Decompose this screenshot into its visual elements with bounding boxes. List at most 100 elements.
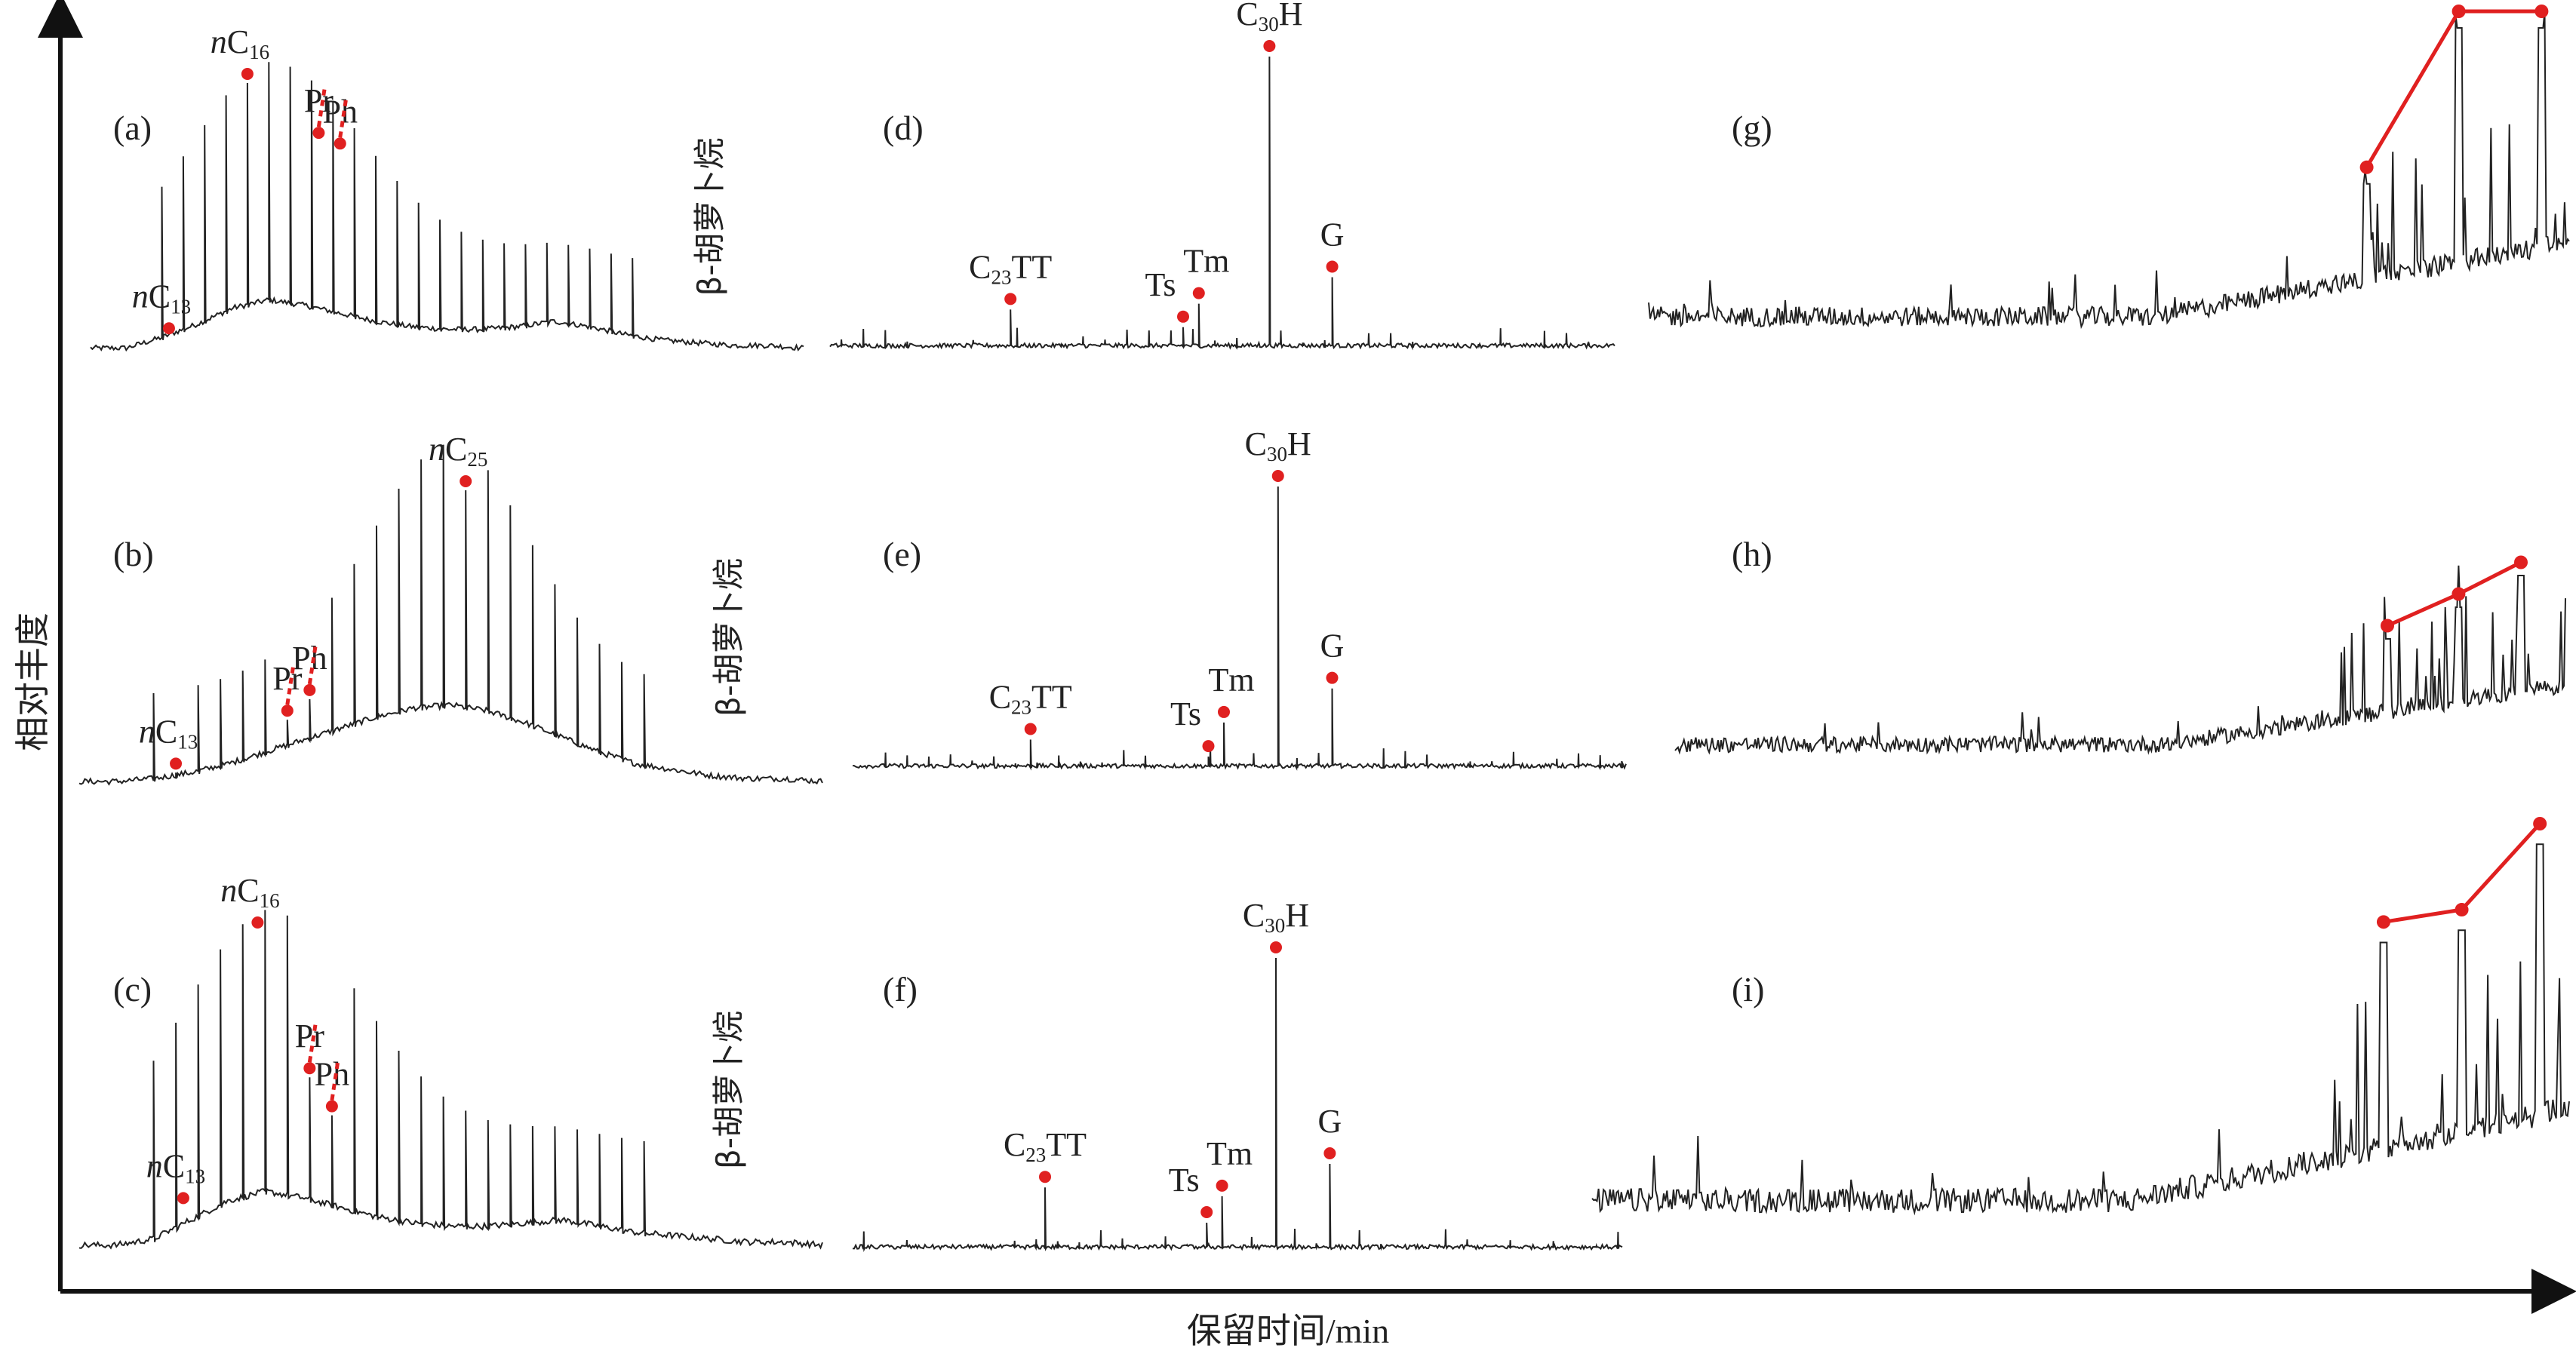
chromatogram-trace [829, 56, 1615, 351]
peak-label: Pr [272, 660, 302, 697]
peak-marker [303, 1062, 316, 1075]
peak-label: G [1320, 216, 1345, 253]
peak-label: C30H [1236, 0, 1302, 35]
peak-label: Ph [315, 1056, 349, 1093]
peak-marker [1039, 1171, 1051, 1183]
peak-marker [460, 475, 472, 487]
peak-label: nC16 [220, 872, 279, 912]
peak-connector [316, 87, 327, 127]
trend-marker [2533, 817, 2547, 830]
peak-label: Pr [304, 82, 334, 119]
panel-i: (i) [1591, 817, 2570, 1216]
peak-marker [1216, 1179, 1228, 1192]
trend-marker [2455, 903, 2469, 917]
peak-marker [1192, 287, 1205, 299]
peak-marker [1177, 310, 1189, 323]
peak-label: C30H [1245, 425, 1311, 465]
chromatogram-trace [78, 910, 823, 1250]
peak-label: nC16 [211, 23, 269, 63]
peak-label: nC13 [139, 713, 198, 753]
panel-label: (e) [883, 535, 921, 573]
peak-label: G [1318, 1103, 1342, 1140]
peak-connector [338, 97, 349, 138]
panel-label: (b) [113, 535, 154, 573]
peak-marker [251, 916, 264, 929]
chromatogram-trace [852, 957, 1623, 1252]
peak-connector [285, 665, 296, 705]
peak-label: Ph [323, 93, 358, 130]
peak-label: Ts [1169, 1162, 1200, 1199]
trend-marker [2359, 160, 2374, 174]
peak-marker [1024, 723, 1037, 735]
peak-label: Tm [1207, 1135, 1253, 1172]
peak-marker [1323, 1147, 1336, 1159]
peak-marker [1326, 671, 1339, 684]
peak-marker [1218, 705, 1230, 718]
peak-marker [334, 137, 346, 150]
y-axis-label-box: 相对丰度 [0, 0, 60, 1363]
peak-label: C23TT [969, 248, 1052, 288]
peak-label: C30H [1243, 897, 1309, 937]
panel-label: (c) [113, 970, 152, 1008]
panel-label: (d) [883, 109, 924, 147]
panel-label: (h) [1732, 535, 1772, 573]
peak-label: G [1320, 628, 1345, 665]
chromatogram-trace [90, 62, 804, 352]
panel-label: (i) [1732, 970, 1764, 1008]
chromatogram-trace [1591, 843, 2570, 1216]
panels-layer: (a)β-胡萝卜烷nC13nC16PrPh(b)β-胡萝卜烷nC13PrPhnC… [78, 0, 2570, 1252]
peak-marker [1263, 40, 1276, 52]
peak-connector [307, 1022, 318, 1063]
peak-label: nC13 [132, 278, 191, 318]
chromatogram-trace [1674, 565, 2566, 755]
panel-h: (h) [1674, 535, 2566, 755]
trend-marker [2376, 915, 2390, 929]
panel-g: (g) [1648, 5, 2570, 330]
peak-marker [325, 1100, 338, 1113]
peak-marker [1202, 740, 1215, 753]
chromatogram-trace [1648, 11, 2570, 330]
axes-layer [38, 0, 2576, 1314]
chromatogram-trace [78, 444, 823, 786]
peak-label: Tm [1208, 662, 1254, 698]
peak-marker [1326, 260, 1339, 273]
trend-marker [2452, 587, 2466, 601]
beta-carotane-label: β-胡萝卜烷 [691, 138, 728, 296]
peak-label: C23TT [989, 679, 1072, 719]
peak-marker [281, 705, 294, 717]
chromatogram-trace [853, 486, 1627, 771]
peak-marker [1200, 1206, 1213, 1218]
peak-marker [303, 683, 316, 696]
y-axis-label: 相对丰度 [14, 612, 52, 751]
x-axis-label: 保留时间/min [1186, 1312, 1390, 1350]
panel-label: (f) [883, 970, 918, 1008]
peak-label: Ph [292, 640, 327, 677]
trend-marker [2514, 555, 2528, 569]
peak-label: Pr [295, 1018, 324, 1054]
beta-carotane-label: β-胡萝卜烷 [710, 1011, 747, 1169]
beta-carotane-label: β-胡萝卜烷 [710, 558, 747, 717]
peak-marker [241, 68, 254, 80]
peak-label: nC25 [429, 431, 487, 471]
peak-marker [1270, 941, 1282, 953]
peak-marker [170, 757, 183, 770]
trend-marker [2452, 5, 2466, 18]
peak-connector [330, 1061, 340, 1101]
peak-connector [307, 644, 318, 685]
panel-label: (g) [1732, 109, 1772, 147]
peak-marker [1271, 470, 1284, 482]
peak-marker [177, 1192, 189, 1205]
trend-marker [2381, 619, 2394, 633]
peak-label: nC13 [146, 1147, 205, 1187]
peak-marker [162, 322, 175, 335]
panel-label: (a) [113, 109, 152, 147]
peak-marker [312, 127, 325, 140]
trend-marker [2535, 5, 2549, 18]
